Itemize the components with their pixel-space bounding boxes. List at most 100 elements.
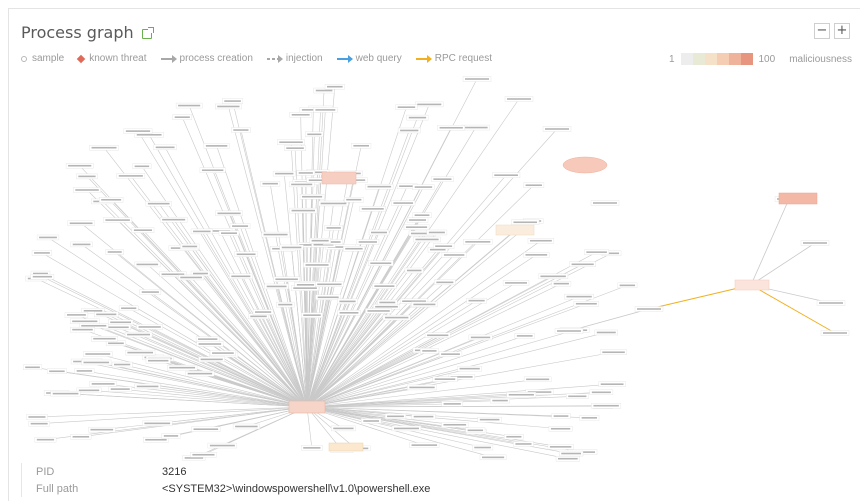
legend-label: process creation xyxy=(179,53,253,64)
process-edge xyxy=(190,277,308,408)
process-edge xyxy=(306,248,355,408)
process-edge xyxy=(306,239,428,408)
process-edge xyxy=(306,270,415,408)
malicious-process-node[interactable] xyxy=(321,171,357,185)
process-node-label-mark xyxy=(405,226,428,228)
process-node-label-mark xyxy=(302,195,323,198)
process-node-label-mark xyxy=(224,100,241,102)
process-edge xyxy=(306,241,479,408)
external-link-icon[interactable] xyxy=(141,27,154,39)
process-edge xyxy=(750,242,816,286)
process-node-label-mark xyxy=(326,227,341,229)
zoom-out-button[interactable]: − xyxy=(814,23,830,39)
process-node-label-mark xyxy=(619,284,636,287)
process-node-label-mark xyxy=(262,182,278,185)
process-edge xyxy=(306,249,439,408)
process-node-label-mark xyxy=(379,301,396,304)
process-edge xyxy=(306,107,407,408)
scale-swatch xyxy=(740,53,753,65)
suspicious-process-node[interactable] xyxy=(328,442,364,452)
process-edge xyxy=(137,130,308,408)
known-threat-node[interactable] xyxy=(562,156,608,174)
process-edge xyxy=(306,368,470,408)
process-node-label-mark xyxy=(397,106,416,108)
process-edge xyxy=(228,233,308,408)
process-edge xyxy=(306,383,613,408)
process-node-label-mark xyxy=(465,78,489,80)
process-edge xyxy=(211,359,308,408)
process-node-label-mark xyxy=(187,372,213,375)
process-edge xyxy=(282,248,308,408)
process-node-label-mark xyxy=(91,383,115,385)
process-node-label-mark xyxy=(193,428,219,431)
process-node-label-mark xyxy=(299,244,317,246)
scale-max: 100 xyxy=(758,53,776,65)
process-node-label-mark xyxy=(52,392,79,395)
process-node-label-mark xyxy=(399,185,416,187)
process-node-label-mark xyxy=(76,370,93,372)
process-edge xyxy=(56,370,308,408)
process-edge xyxy=(81,244,308,408)
process-edge xyxy=(306,406,490,420)
process-edge xyxy=(306,98,520,408)
sample-root-node[interactable] xyxy=(288,400,326,414)
process-node-label-mark xyxy=(506,435,522,438)
process-edge xyxy=(216,145,308,408)
process-edge xyxy=(306,284,330,408)
process-node-label-mark xyxy=(78,175,96,178)
process-node-label-mark xyxy=(417,103,442,106)
process-node-label-mark xyxy=(593,404,619,407)
process-node-label-mark xyxy=(147,202,170,205)
process-node-label-mark xyxy=(169,366,196,369)
process-node-label-mark xyxy=(374,285,395,287)
process-edge xyxy=(306,109,326,408)
process-edge xyxy=(291,247,308,408)
process-node-label-mark xyxy=(516,335,533,337)
process-node-label-mark xyxy=(468,299,485,302)
legend-item-injection: injection xyxy=(266,53,323,64)
process-node-label-mark xyxy=(557,330,581,332)
process-edge xyxy=(201,231,308,408)
process-edge xyxy=(306,109,314,408)
process-edge xyxy=(306,329,575,408)
process-node-label-mark xyxy=(145,438,167,441)
blue-arrow-icon xyxy=(336,54,353,63)
process-node-label-mark xyxy=(527,391,552,393)
process-edge xyxy=(294,148,308,408)
process-node-label-mark xyxy=(193,230,211,233)
process-node-label-mark xyxy=(72,320,98,323)
suspicious-process-node[interactable] xyxy=(495,224,535,236)
process-node-label-mark xyxy=(233,129,249,131)
malicious-process-node[interactable] xyxy=(778,192,818,205)
process-node-label-mark xyxy=(198,343,222,345)
process-node-label-mark xyxy=(192,453,215,456)
process-edge xyxy=(306,254,537,408)
process-node-label-mark xyxy=(311,239,329,242)
process-node-label-mark xyxy=(474,446,491,449)
process-edge xyxy=(47,237,308,408)
process-node-label-mark xyxy=(596,331,616,334)
process-node-label-mark xyxy=(467,429,484,432)
process-node-label-mark xyxy=(200,358,223,361)
process-node-label-mark xyxy=(275,278,298,281)
process-node-label-mark xyxy=(409,219,427,221)
process-node-label-mark xyxy=(393,202,414,204)
process-node-label-mark xyxy=(363,420,380,422)
process-edge xyxy=(306,199,355,408)
process-node-label-mark xyxy=(320,202,347,205)
process-node-label-mark xyxy=(358,241,377,243)
process-edge xyxy=(110,199,308,408)
legend-label: injection xyxy=(285,53,323,64)
rpc-hub-node[interactable] xyxy=(734,279,770,291)
process-edge xyxy=(120,388,308,408)
process-node-label-mark xyxy=(78,389,100,392)
legend-item-rpc-request: RPC request xyxy=(415,53,492,64)
process-node-label-mark xyxy=(439,126,463,129)
process-node-label-mark xyxy=(427,334,449,337)
process-node-label-mark xyxy=(370,262,392,265)
process-edge xyxy=(306,378,446,408)
process-graph-canvas[interactable] xyxy=(9,71,860,463)
process-node-label-mark xyxy=(353,144,369,147)
zoom-in-button[interactable]: + xyxy=(834,23,850,39)
process-node-label-mark xyxy=(513,221,538,224)
